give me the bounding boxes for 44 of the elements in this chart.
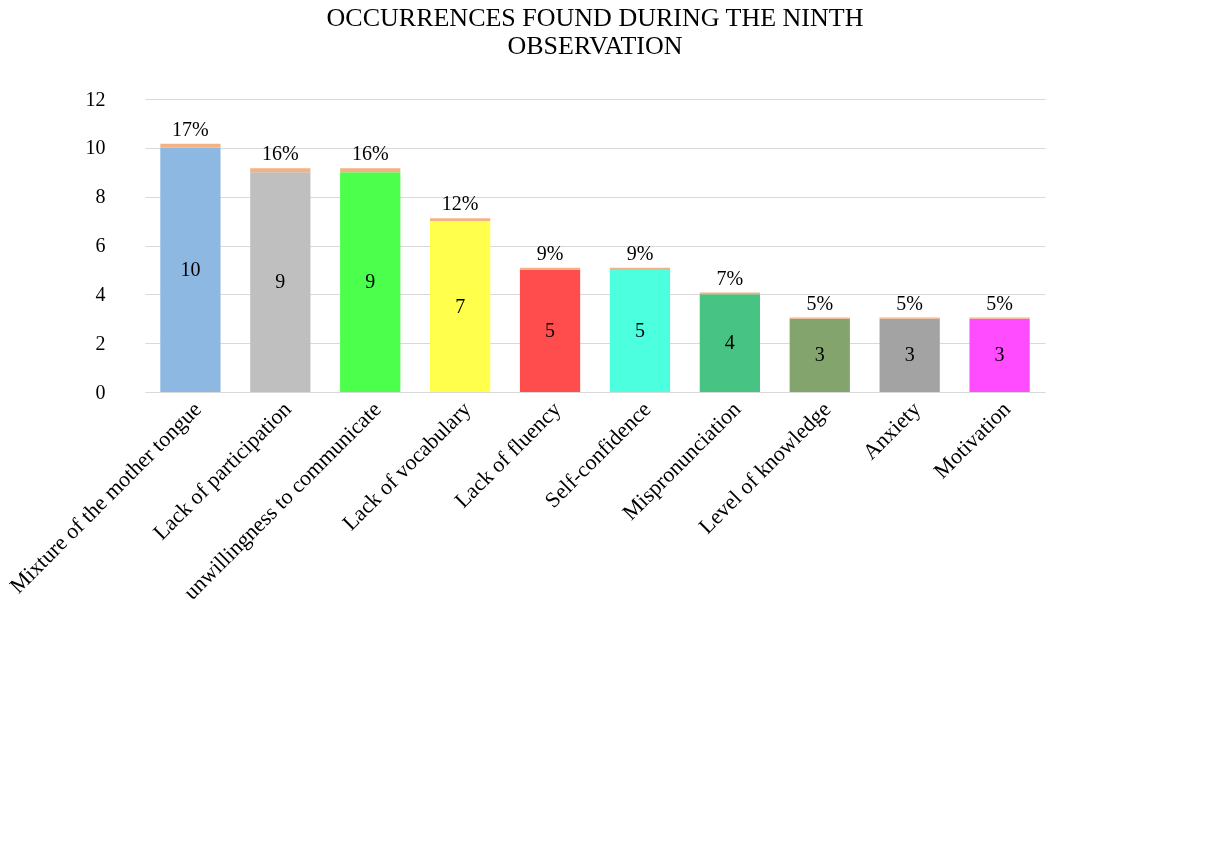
y-tick-label: 4 xyxy=(95,282,106,305)
data-label: 16% xyxy=(261,142,299,165)
data-label: 5 xyxy=(545,318,556,341)
data-label: 3 xyxy=(814,343,825,366)
data-label: 17% xyxy=(172,117,209,140)
bar xyxy=(430,218,491,222)
data-label: 5% xyxy=(806,291,834,314)
y-tick-label: 2 xyxy=(95,331,106,354)
data-label: 9 xyxy=(365,270,376,293)
y-tick-label: 12 xyxy=(85,87,106,110)
bar xyxy=(609,269,671,392)
y-tick-label: 0 xyxy=(95,380,106,403)
data-label: 7% xyxy=(716,266,744,289)
bar xyxy=(430,221,491,392)
bar xyxy=(969,318,1030,392)
bar xyxy=(879,318,940,392)
data-label: 4 xyxy=(724,331,735,354)
bar xyxy=(699,294,760,392)
data-label: 12% xyxy=(441,192,479,215)
bar xyxy=(160,143,221,148)
data-label: 5% xyxy=(986,291,1013,314)
bar xyxy=(340,172,401,392)
bar xyxy=(789,318,850,392)
data-label: 9% xyxy=(536,241,564,264)
data-label: 3 xyxy=(994,343,1005,366)
data-label: 16% xyxy=(351,142,389,165)
data-label: 5 xyxy=(634,318,645,341)
bar xyxy=(340,168,401,173)
bar xyxy=(160,147,221,392)
bar xyxy=(609,267,671,270)
y-tick-label: 6 xyxy=(95,234,106,256)
chart-title: OCCURRENCES FOUND DURING THE NINTH OBSERVATION xyxy=(326,3,864,60)
data-label: 3 xyxy=(904,343,915,366)
y-tick-label: 10 xyxy=(85,136,106,159)
y-tick-label: 8 xyxy=(95,185,106,208)
bar xyxy=(519,267,581,270)
data-label: 10 xyxy=(180,257,201,280)
bar xyxy=(519,269,581,392)
data-label: 7 xyxy=(455,294,466,317)
data-label: 9% xyxy=(626,241,654,264)
bar xyxy=(250,168,311,173)
data-label: 5% xyxy=(896,291,924,314)
bar xyxy=(250,172,311,392)
data-label: 9 xyxy=(275,270,286,293)
